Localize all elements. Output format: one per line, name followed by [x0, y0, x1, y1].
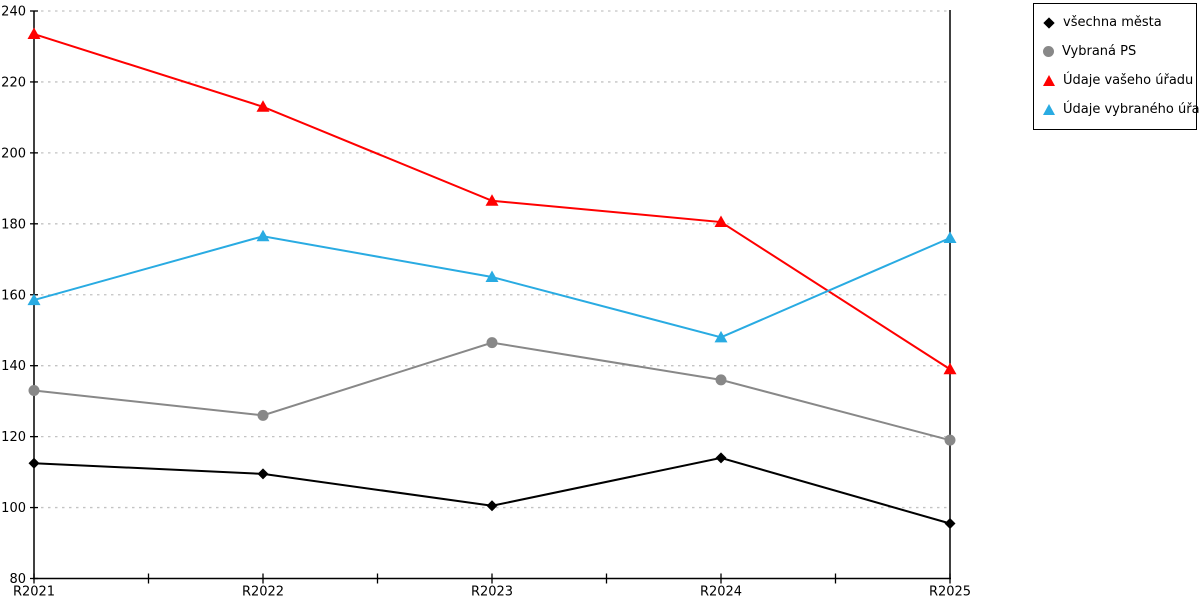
circle-marker-icon: [1043, 46, 1054, 57]
legend-item-udaje-vaseho-uradu: Údaje vašeho úřadu: [1034, 66, 1196, 95]
legend-label: Údaje vybraného úřadu: [1063, 102, 1200, 117]
data-point-triangle: [485, 270, 499, 283]
legend-item-vsechna-mesta: všechna města: [1034, 8, 1196, 37]
series-line: [33, 235, 951, 339]
data-point-circle: [486, 337, 498, 349]
diamond-marker-icon: [1043, 16, 1055, 29]
y-tick-label: 80: [9, 572, 26, 587]
data-point-triangle: [714, 215, 728, 228]
data-point-circle: [944, 434, 956, 446]
x-tick-label: R2025: [929, 585, 971, 600]
data-point-triangle: [485, 194, 499, 206]
y-tick-label: 180: [1, 217, 26, 232]
x-tick-label: R2023: [471, 585, 513, 600]
y-tick-label: 100: [1, 501, 26, 516]
data-point-triangle: [27, 27, 41, 40]
data-point-triangle: [943, 362, 957, 375]
legend-label: všechna města: [1063, 15, 1162, 30]
y-tick-label: 200: [1, 146, 26, 161]
series-line: [33, 341, 951, 442]
y-tick-label: 140: [1, 359, 26, 374]
data-point-circle: [28, 385, 40, 397]
y-tick-label: 120: [1, 430, 26, 445]
data-point-diamond: [944, 518, 956, 530]
data-point-circle: [257, 409, 269, 421]
legend-label: Údaje vašeho úřadu: [1063, 73, 1194, 88]
data-point-triangle: [943, 231, 957, 243]
legend-item-udaje-vybraneho-uradu: Údaje vybraného úřadu: [1034, 95, 1200, 124]
data-point-triangle: [256, 229, 270, 242]
y-tick-label: 240: [1, 5, 26, 20]
data-point-diamond: [715, 452, 727, 464]
legend-box: všechna města Vybraná PS Údaje vašeho úř…: [1033, 3, 1200, 130]
data-point-circle: [715, 374, 727, 386]
data-point-diamond: [486, 500, 498, 512]
legend-label: Vybraná PS: [1062, 44, 1137, 59]
x-tick-label: R2024: [700, 585, 742, 600]
y-tick-label: 220: [1, 75, 26, 90]
data-point-triangle: [256, 100, 270, 112]
triangle-marker-icon: [1043, 75, 1055, 86]
legend-item-vybrana-ps: Vybraná PS: [1034, 37, 1196, 66]
series-line: [33, 456, 951, 525]
triangle-marker-icon: [1043, 104, 1055, 115]
x-tick-label: R2021: [13, 585, 55, 600]
x-tick-label: R2022: [242, 585, 284, 600]
data-point-diamond: [28, 457, 40, 469]
data-point-triangle: [714, 330, 728, 343]
data-point-triangle: [27, 293, 41, 306]
y-tick-label: 160: [1, 288, 26, 303]
data-point-diamond: [257, 468, 269, 480]
